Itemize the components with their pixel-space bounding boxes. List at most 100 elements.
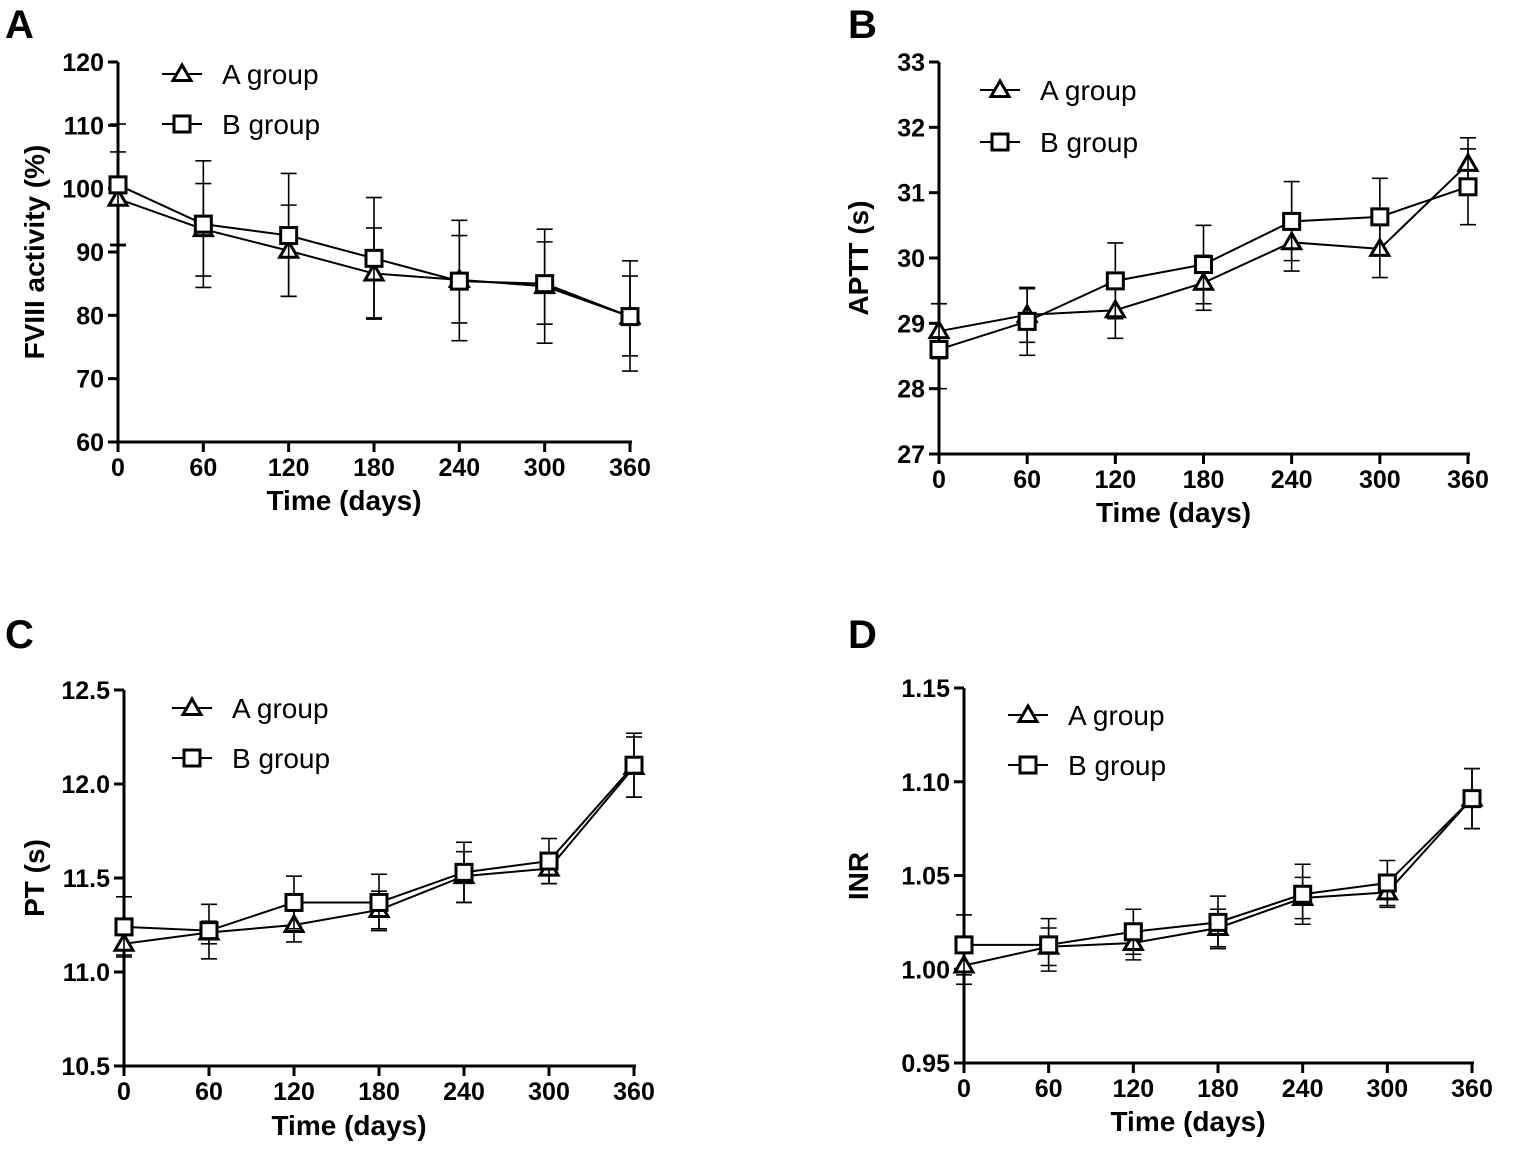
chart-panel-d: D 0.95 1.00 1.05 1.10 1.15 0 60 120 180 240 300 360 T… [843,613,1493,1137]
y-axis-title: FVIII activity (%) [19,145,50,360]
data-point-square [364,248,384,268]
y-tick-label: 11.0 [63,959,110,987]
legend-square-icon [172,114,192,134]
y-axis-title: PT (s) [19,839,50,917]
data-point-square [108,175,128,195]
panel-letter: D [848,613,877,657]
series-a-group [952,767,1484,986]
data-point-square [193,214,213,234]
legend: A group B group [980,75,1138,158]
y-tick-label: 120 [62,49,104,77]
legend-label: B group [1068,750,1166,781]
legend: A group B group [1008,700,1166,781]
y-tick-label: 10.5 [61,1053,110,1081]
legend-label: A group [1068,700,1165,731]
legend-square-icon [1018,755,1038,775]
x-tick-label: 0 [932,466,946,494]
y-tick-label: 1.05 [901,863,950,891]
data-point-square [1017,311,1037,331]
panel-letter: B [848,3,877,47]
x-tick-label: 240 [443,1078,485,1106]
data-point-square [539,851,559,871]
y-tick-label: 30 [897,245,925,273]
x-tick-label: 120 [273,1078,315,1106]
x-tick-label: 300 [524,454,566,482]
legend: A group B group [162,59,320,140]
x-tick-label: 360 [1447,466,1489,494]
x-tick-label: 360 [1451,1075,1493,1103]
data-point-square [1194,255,1213,275]
x-tick-label: 240 [1271,466,1313,494]
y-tick-label: 1.00 [901,956,950,984]
legend: A group B group [172,693,330,774]
series-b-group [108,123,640,372]
data-point-square [449,271,469,291]
y-tick-label: 31 [897,180,925,208]
data-point-square [954,935,974,955]
data-point-square [620,307,640,327]
series-b-group [114,732,644,960]
legend-triangle-icon [988,78,1012,98]
y-tick-label: 12.5 [61,677,110,705]
legend-triangle-icon [1016,703,1040,723]
y-axis-title: INR [843,852,874,900]
x-tick-label: 180 [1183,466,1225,494]
y-tick-label: 1.15 [901,675,950,703]
x-tick-label: 240 [438,454,480,482]
y-tick-label: 11.5 [63,865,110,893]
x-axis-title: Time (days) [271,1110,426,1141]
x-tick-label: 300 [1366,1075,1408,1103]
panel-letter: A [5,3,34,47]
legend-triangle-icon [180,696,204,716]
x-tick-label: 240 [1282,1075,1324,1103]
x-tick-label: 0 [111,454,125,482]
y-tick-label: 28 [897,376,925,404]
y-tick-label: 33 [897,49,925,77]
x-tick-label: 120 [1094,466,1136,494]
legend-label: A group [1040,75,1137,106]
x-axis-title: Time (days) [266,485,421,516]
data-point-square [1377,873,1397,893]
x-axis-title: Time (days) [1110,1106,1265,1137]
y-axis-title: APTT (s) [843,200,874,315]
data-point-square [199,921,219,941]
y-tick-label: 110 [64,112,104,140]
legend-label: B group [1040,127,1138,158]
x-tick-label: 120 [268,454,310,482]
x-tick-label: 60 [1013,466,1041,494]
panel-letter: C [5,613,34,657]
legend-square-icon [990,132,1010,152]
x-tick-label: 300 [528,1078,570,1106]
x-tick-label: 0 [117,1078,131,1106]
series-b-group [954,767,1482,976]
y-tick-label: 29 [897,310,925,338]
data-point-square [1462,789,1482,809]
y-tick-label: 0.95 [901,1050,950,1078]
data-point-square [369,892,389,912]
data-point-square [1282,211,1302,231]
data-point-square [929,339,949,359]
y-tick-label: 100 [62,176,104,204]
y-tick-label: 90 [76,239,104,267]
x-tick-label: 180 [358,1078,400,1106]
data-point-square [1208,912,1228,932]
x-tick-label: 180 [1197,1075,1239,1103]
legend-label: A group [232,693,329,724]
y-tick-label: 27 [897,441,925,469]
legend-square-icon [182,748,202,768]
x-tick-label: 360 [609,454,651,482]
data-point-square [284,892,304,912]
legend-label: A group [222,59,319,90]
y-tick-label: 1.10 [901,769,950,797]
x-axis-title: Time (days) [1096,497,1251,528]
data-point-square [279,226,299,246]
data-point-square [1370,207,1390,227]
x-tick-label: 300 [1359,466,1401,494]
x-tick-label: 360 [613,1078,655,1106]
data-point-square [1458,177,1478,197]
data-point-square [454,862,474,882]
series-b-group [929,148,1478,390]
